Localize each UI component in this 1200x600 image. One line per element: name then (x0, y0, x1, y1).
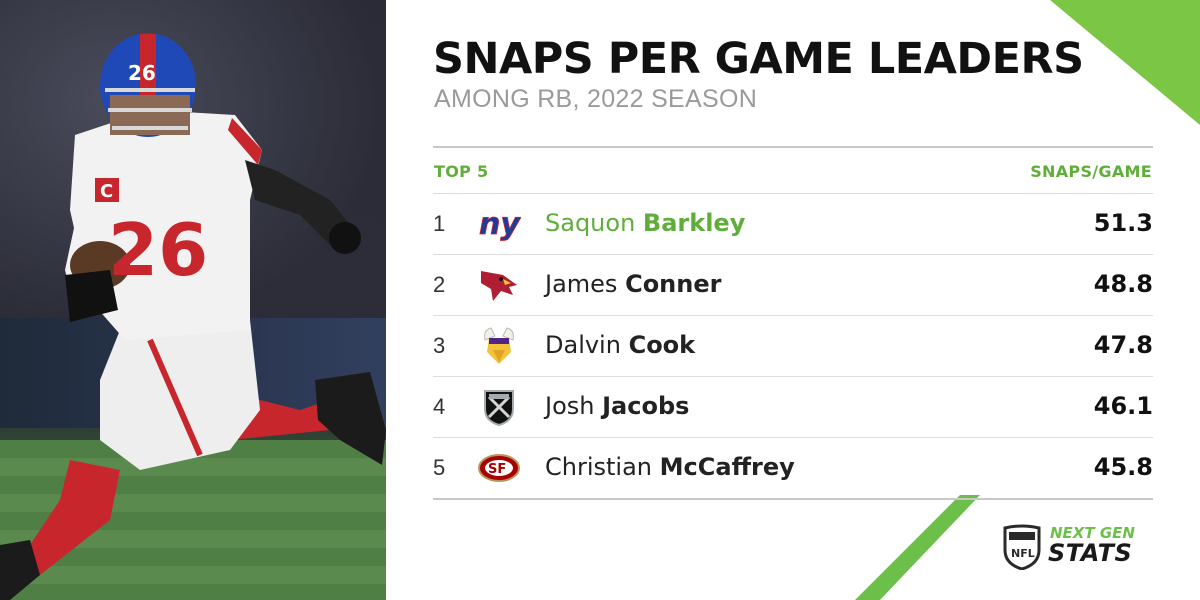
player-first-name: James (545, 270, 618, 298)
player-name: Saquon Barkley (545, 209, 745, 237)
row-rank: 5 (433, 455, 446, 480)
table-row: 2 James Conner 48.8 (433, 255, 1153, 316)
svg-text:26: 26 (108, 208, 208, 292)
player-name: Dalvin Cook (545, 331, 695, 359)
column-header-snaps-per-game: SNAPS/GAME (1030, 162, 1152, 181)
player-last-name: Cook (628, 331, 696, 359)
player-photo: 26 C 26 (0, 0, 386, 600)
snaps-per-game-value: 48.8 (1093, 270, 1153, 298)
svg-text:NFL: NFL (1011, 547, 1035, 560)
snaps-per-game-value: 45.8 (1093, 453, 1153, 481)
page-title: SNAPS PER GAME LEADERS (433, 34, 1084, 84)
row-rank: 1 (433, 211, 446, 236)
table-row: 5 SF Christian McCaffrey 45.8 (433, 438, 1153, 500)
49ers-logo-icon: SF (477, 448, 521, 488)
snaps-per-game-value: 47.8 (1093, 331, 1153, 359)
next-gen-label: NEXT GEN (1050, 524, 1135, 542)
player-first-name: Saquon (545, 209, 636, 237)
leaders-table: 1 ny Saquon Barkley 51.3 2 James Conner … (433, 194, 1153, 500)
player-name: Christian McCaffrey (545, 453, 795, 481)
next-gen-stats-logo: NFL NEXT GEN STATS (1000, 522, 1160, 572)
player-last-name: Conner (625, 270, 722, 298)
nfl-shield-icon: NFL (1003, 524, 1041, 570)
player-first-name: Christian (545, 453, 653, 481)
snaps-per-game-value: 46.1 (1093, 392, 1153, 420)
raiders-logo-icon (477, 387, 521, 427)
svg-text:26: 26 (128, 61, 156, 85)
vikings-logo-icon (477, 326, 521, 366)
player-name: James Conner (545, 270, 721, 298)
player-name: Josh Jacobs (545, 392, 689, 420)
snaps-per-game-value: 51.3 (1093, 209, 1153, 237)
bottom-accent (855, 495, 980, 600)
player-last-name: Jacobs (602, 392, 690, 420)
svg-text:SF: SF (488, 462, 506, 477)
top-right-accent (1050, 0, 1200, 125)
row-rank: 2 (433, 272, 446, 297)
table-row: 4 Josh Jacobs 46.1 (433, 377, 1153, 438)
giants-logo-icon: ny (477, 204, 521, 244)
player-last-name: McCaffrey (659, 453, 795, 481)
cardinals-logo-icon (477, 265, 521, 305)
player-last-name: Barkley (642, 209, 746, 237)
player-illustration: 26 C 26 (0, 33, 386, 600)
table-row: 1 ny Saquon Barkley 51.3 (433, 194, 1153, 255)
row-rank: 3 (433, 333, 446, 358)
row-rank: 4 (433, 394, 446, 419)
column-header-top5: TOP 5 (434, 162, 489, 181)
stats-label: STATS (1048, 539, 1133, 567)
page-subtitle: AMONG RB, 2022 SEASON (434, 85, 758, 113)
svg-text:C: C (100, 181, 113, 202)
player-first-name: Dalvin (545, 331, 621, 359)
svg-text:ny: ny (479, 207, 521, 242)
header-divider (433, 146, 1153, 148)
column-header-divider (433, 193, 1153, 194)
table-row: 3 Dalvin Cook 47.8 (433, 316, 1153, 377)
player-first-name: Josh (545, 392, 595, 420)
